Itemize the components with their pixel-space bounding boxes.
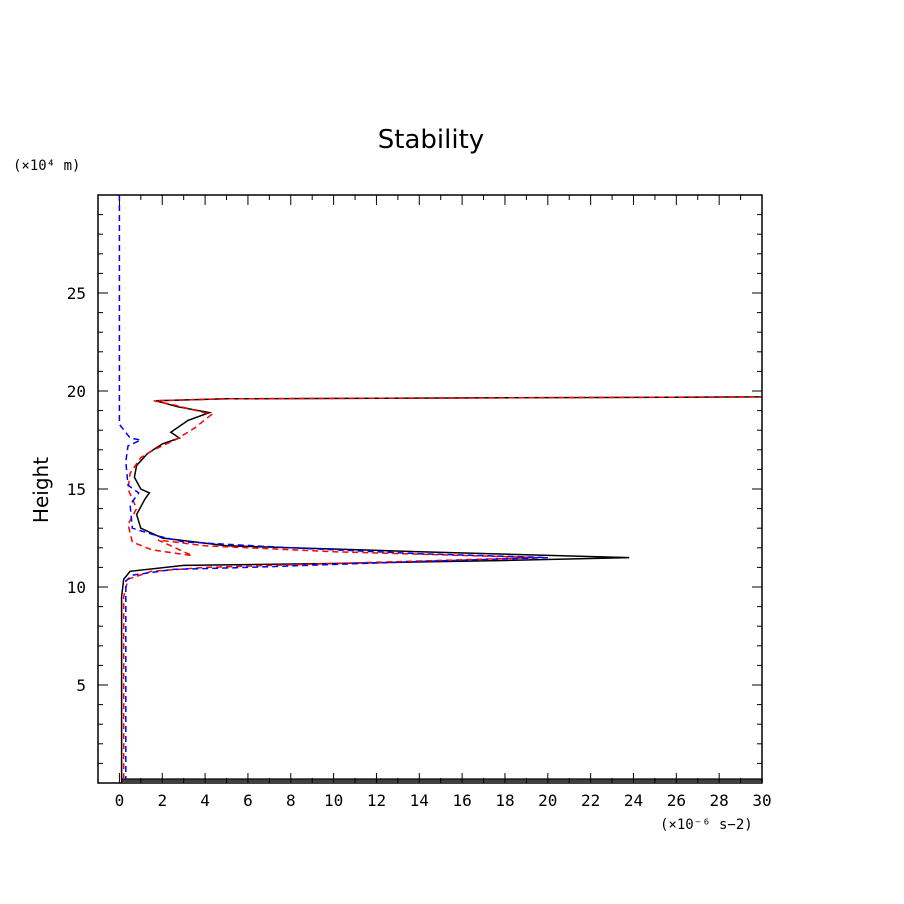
y-units-label: (×10⁴ m) <box>13 158 80 174</box>
y-axis-label: Height <box>29 457 53 523</box>
x-tick-label: 2 <box>157 791 167 810</box>
y-tick-label: 10 <box>67 578 86 597</box>
y-tick-label: 25 <box>67 284 86 303</box>
y-tick-label: 15 <box>67 480 86 499</box>
series-line-3 <box>118 195 548 780</box>
x-tick-label: 8 <box>286 791 296 810</box>
x-tick-label: 4 <box>200 791 210 810</box>
x-tick-label: 10 <box>324 791 343 810</box>
x-tick-label: 22 <box>581 791 600 810</box>
x-tick-label: 0 <box>115 791 125 810</box>
plot-frame <box>97 194 763 784</box>
y-tick-label: 5 <box>76 676 86 695</box>
x-tick-label: 12 <box>367 791 386 810</box>
x-tick-label: 20 <box>538 791 557 810</box>
x-tick-label: 18 <box>495 791 514 810</box>
series-line-1 <box>120 396 763 783</box>
x-tick-label: 6 <box>243 791 253 810</box>
series-line-2 <box>122 396 763 780</box>
x-tick-label: 26 <box>667 791 686 810</box>
y-tick-label: 20 <box>67 382 86 401</box>
x-units-label: (×10⁻⁶ s−2) <box>660 817 753 833</box>
x-tick-label: 24 <box>624 791 643 810</box>
x-tick-label: 16 <box>452 791 471 810</box>
x-tick-label: 28 <box>710 791 729 810</box>
x-tick-label: 14 <box>410 791 429 810</box>
series-group <box>118 195 763 783</box>
x-tick-label: 30 <box>752 791 771 810</box>
chart-title: Stability <box>378 125 484 155</box>
